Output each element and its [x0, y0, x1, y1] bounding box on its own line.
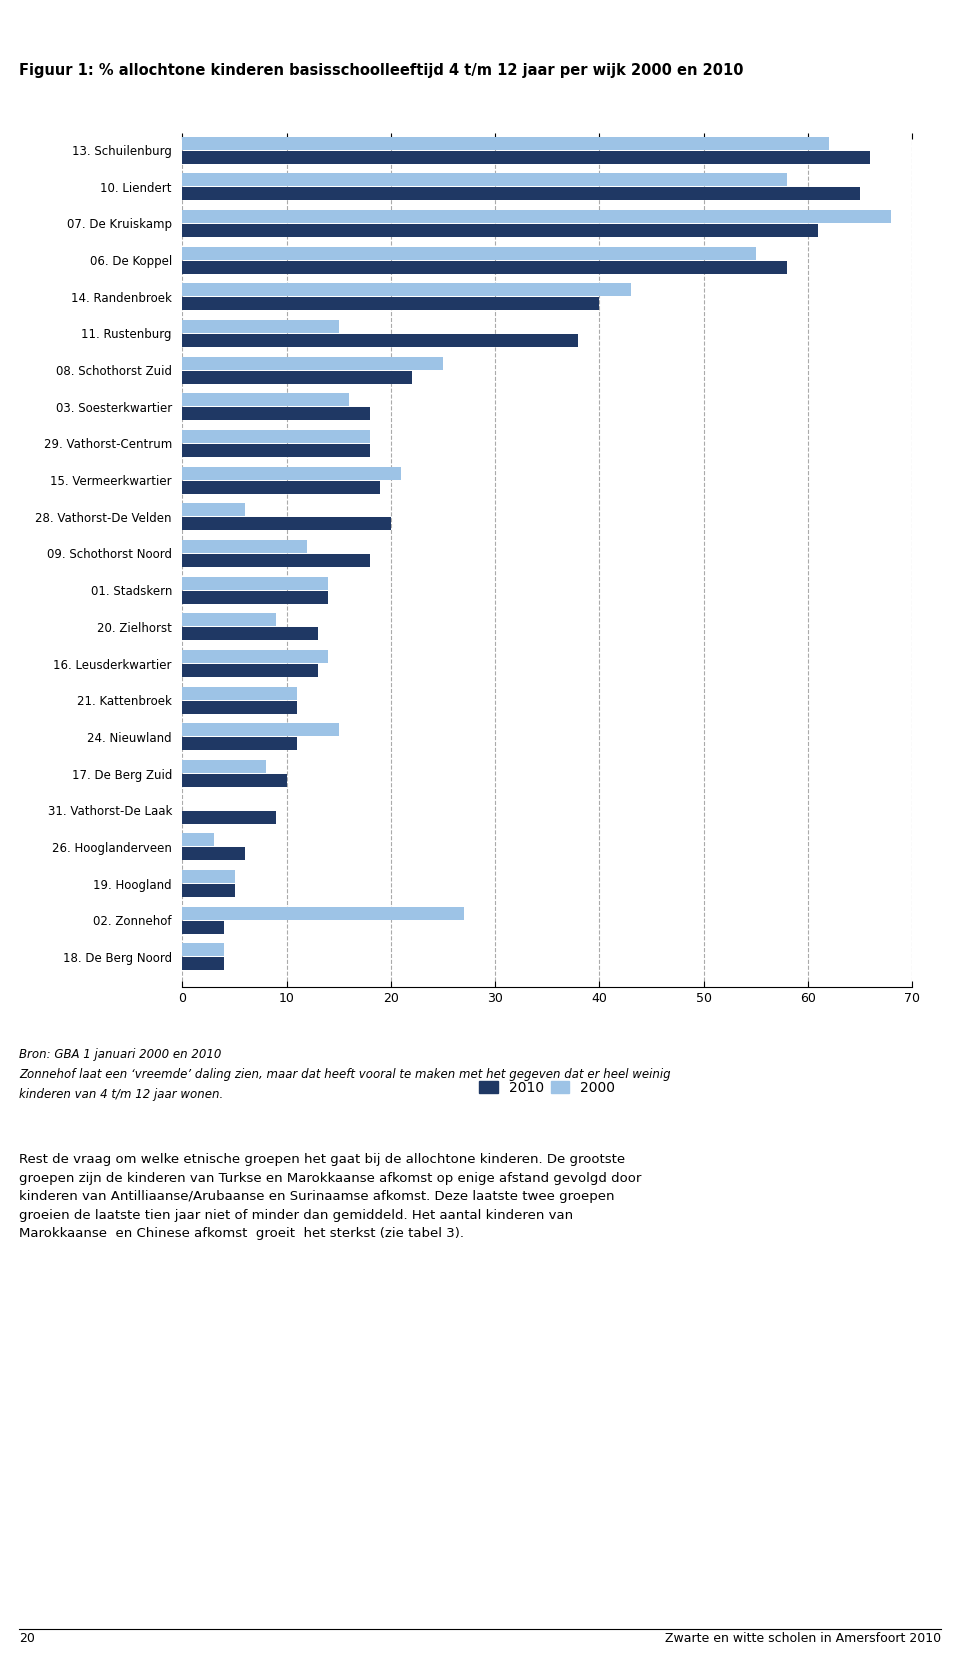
Bar: [182, 554, 370, 567]
Bar: [182, 211, 891, 222]
Text: kinderen van 4 t/m 12 jaar wonen.: kinderen van 4 t/m 12 jaar wonen.: [19, 1088, 224, 1102]
Bar: [182, 700, 297, 713]
Bar: [182, 151, 871, 164]
Bar: [182, 187, 860, 201]
Bar: [182, 869, 234, 883]
Bar: [182, 408, 370, 420]
Bar: [182, 224, 818, 237]
Bar: [182, 466, 401, 479]
Text: 20: 20: [19, 1632, 36, 1646]
Bar: [182, 833, 214, 846]
Bar: [182, 577, 328, 589]
Bar: [182, 944, 224, 956]
Bar: [182, 775, 287, 786]
Bar: [182, 627, 318, 640]
Bar: [182, 370, 412, 383]
Bar: [182, 848, 245, 861]
Text: Zwarte en witte scholen in Amersfoort 2010: Zwarte en witte scholen in Amersfoort 20…: [664, 1632, 941, 1646]
Bar: [182, 591, 328, 604]
Text: Figuur 1: % allochtone kinderen basisschoolleeftijd 4 t/m 12 jaar per wijk 2000 : Figuur 1: % allochtone kinderen basissch…: [19, 63, 744, 78]
Bar: [182, 393, 349, 406]
Bar: [182, 260, 787, 274]
Bar: [182, 760, 266, 773]
Bar: [182, 333, 579, 347]
Text: Rest de vraag om welke etnische groepen het gaat bij de allochtone kinderen. De : Rest de vraag om welke etnische groepen …: [19, 1153, 641, 1239]
Bar: [182, 650, 328, 664]
Bar: [182, 284, 631, 297]
Bar: [182, 503, 245, 516]
Bar: [182, 445, 370, 456]
Bar: [182, 664, 318, 677]
Bar: [182, 174, 787, 186]
Bar: [182, 430, 370, 443]
Bar: [182, 957, 224, 971]
Bar: [182, 320, 339, 333]
Legend: 2010, 2000: 2010, 2000: [474, 1075, 620, 1100]
Bar: [182, 297, 599, 310]
Bar: [182, 481, 380, 493]
Bar: [182, 737, 297, 750]
Bar: [182, 921, 224, 934]
Bar: [182, 614, 276, 627]
Bar: [182, 907, 464, 919]
Bar: [182, 723, 339, 737]
Bar: [182, 357, 443, 370]
Bar: [182, 811, 276, 823]
Bar: [182, 136, 828, 149]
Bar: [182, 518, 391, 531]
Text: Zonnehof laat een ‘vreemde’ daling zien, maar dat heeft vooral te maken met het : Zonnehof laat een ‘vreemde’ daling zien,…: [19, 1068, 671, 1082]
Bar: [182, 541, 307, 552]
Text: Bron: GBA 1 januari 2000 en 2010: Bron: GBA 1 januari 2000 en 2010: [19, 1048, 222, 1062]
Bar: [182, 687, 297, 700]
Bar: [182, 247, 756, 259]
Bar: [182, 884, 234, 898]
